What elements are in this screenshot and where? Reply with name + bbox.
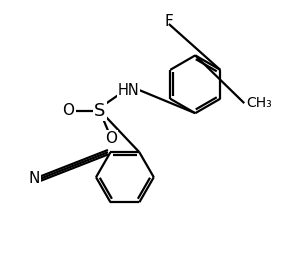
Text: S: S [94,102,106,120]
Text: CH₃: CH₃ [247,96,273,110]
Text: N: N [29,171,40,186]
Text: F: F [164,14,173,29]
Text: O: O [105,131,117,146]
Text: HN: HN [118,83,139,98]
Text: O: O [62,103,74,118]
